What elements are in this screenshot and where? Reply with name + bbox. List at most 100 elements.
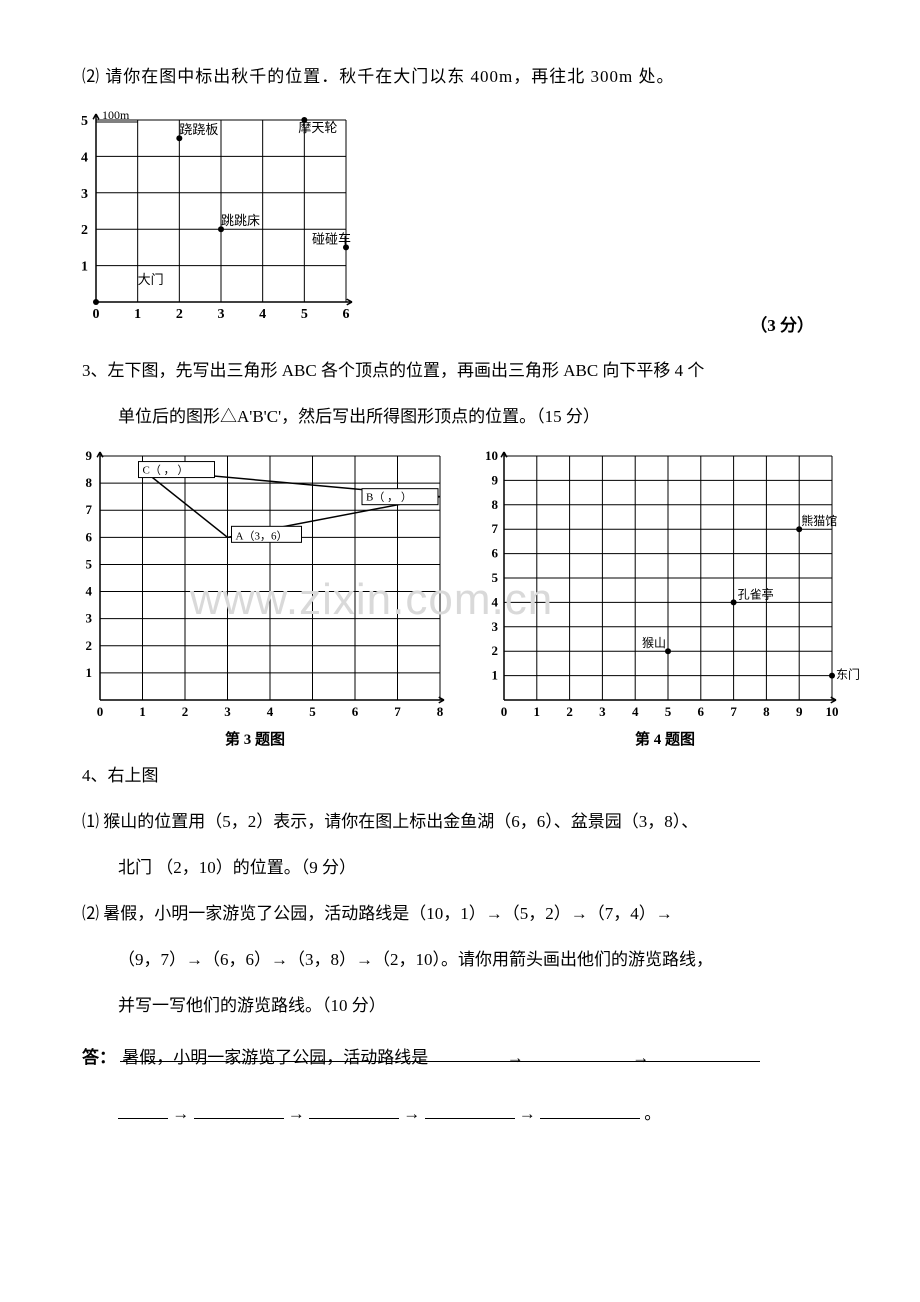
svg-text:10: 10: [826, 704, 839, 719]
svg-text:4: 4: [632, 704, 639, 719]
svg-text:B（ ， ）: B（ ， ）: [366, 491, 412, 504]
svg-text:6: 6: [352, 704, 359, 719]
arrow-4: →: [288, 1104, 305, 1123]
svg-text:2: 2: [86, 638, 93, 653]
svg-text:3: 3: [218, 307, 225, 322]
svg-text:摩天轮: 摩天轮: [298, 120, 337, 135]
svg-text:10: 10: [485, 448, 498, 463]
answer-line1-text: 暑假，小明一家游览了公园，活动路线是: [120, 1048, 428, 1067]
svg-text:8: 8: [763, 704, 770, 719]
q2-text-span: ⑵ 请你在图中标出秋千的位置．秋千在大门以东 400m，再往北 300m 处。: [82, 67, 674, 86]
svg-text:4: 4: [492, 594, 499, 609]
answer-label: 答：: [82, 1048, 116, 1067]
svg-text:6: 6: [343, 307, 350, 322]
svg-text:8: 8: [437, 704, 444, 719]
svg-text:9: 9: [492, 472, 499, 487]
arrow-5: →: [403, 1104, 420, 1123]
answer-line1: 答： 暑假，小明一家游览了公园，活动路线是 → →: [60, 1041, 860, 1075]
svg-text:1: 1: [81, 260, 88, 275]
svg-text:1: 1: [134, 307, 141, 322]
svg-text:A（3，6）: A（3，6）: [236, 529, 288, 542]
chart4: 01234567891012345678910猴山孔雀亭熊猫馆东门: [470, 446, 860, 726]
svg-text:5: 5: [309, 704, 316, 719]
svg-text:1: 1: [86, 665, 93, 680]
answer-blank-2d[interactable]: [425, 1098, 515, 1119]
chart3-caption: 第 3 题图: [225, 728, 285, 749]
svg-text:9: 9: [86, 448, 93, 463]
answer-line2: → → → → 。: [60, 1097, 860, 1131]
svg-text:2: 2: [182, 704, 189, 719]
answer-blank-2e[interactable]: [540, 1098, 640, 1119]
q3-text1: 3、左下图，先写出三角形 ABC 各个顶点的位置，再画出三角形 ABC 向下平移…: [82, 361, 704, 380]
arrow-6: →: [519, 1104, 536, 1123]
svg-text:0: 0: [97, 704, 104, 719]
svg-text:2: 2: [566, 704, 573, 719]
svg-text:6: 6: [698, 704, 705, 719]
svg-text:4: 4: [267, 704, 274, 719]
q2-points: （3 分）: [750, 311, 814, 336]
q4-1b-span: 北门 （2，10）的位置。（9 分）: [118, 858, 356, 877]
answer-blank-2b[interactable]: [194, 1098, 284, 1119]
svg-text:1: 1: [492, 668, 499, 683]
q4-2b: （9，7）→（6，6）→（3，8）→（2，10）。请你用箭头画出他们的游览路线，: [60, 943, 860, 977]
arrow-3: →: [172, 1104, 189, 1123]
page: www.zixin.com.cn ⑵ 请你在图中标出秋千的位置．秋千在大门以东 …: [0, 0, 920, 1203]
svg-text:2: 2: [176, 307, 183, 322]
q2-chart: 100m012345612345跷跷板摩天轮跳跳床碰碰车大门: [60, 106, 360, 326]
q4-2c: 并写一写他们的游览路线。（10 分）: [60, 989, 860, 1023]
q3-text2: 单位后的图形△A'B'C'，然后写出所得图形顶点的位置。（15 分）: [118, 407, 600, 426]
chart3: 012345678123456789A（3，6）B（ ， ）C（ ， ）: [60, 446, 450, 726]
svg-text:8: 8: [86, 475, 93, 490]
svg-text:7: 7: [394, 704, 401, 719]
svg-text:孔雀亭: 孔雀亭: [738, 586, 774, 601]
q4-header: 4、右上图: [60, 759, 860, 793]
svg-text:3: 3: [86, 611, 93, 626]
svg-text:猴山: 猴山: [642, 636, 666, 650]
svg-text:0: 0: [501, 704, 508, 719]
chart4-col: 01234567891012345678910猴山孔雀亭熊猫馆东门 第 4 题图: [470, 446, 860, 749]
answer-blank-2a[interactable]: [118, 1098, 168, 1119]
answer-blank-wrap: 暑假，小明一家游览了公园，活动路线是 → →: [120, 1048, 760, 1067]
svg-text:3: 3: [599, 704, 606, 719]
svg-text:6: 6: [492, 546, 499, 561]
svg-text:2: 2: [492, 643, 499, 658]
svg-text:5: 5: [492, 570, 499, 585]
svg-text:大门: 大门: [138, 272, 164, 287]
svg-text:3: 3: [224, 704, 231, 719]
q4-2c-span: 并写一写他们的游览路线。（10 分）: [118, 996, 386, 1015]
answer-blank-1[interactable]: 暑假，小明一家游览了公园，活动路线是 → →: [120, 1041, 760, 1062]
svg-text:100m: 100m: [102, 108, 130, 122]
q2-chart-wrap: 100m012345612345跷跷板摩天轮跳跳床碰碰车大门: [60, 106, 860, 326]
svg-text:2: 2: [81, 223, 88, 238]
q4-1a: ⑴ 猴山的位置用（5，2）表示，请你在图上标出金鱼湖（6，6）、盆景园（3，8）…: [60, 805, 860, 839]
q2-figure-row: 100m012345612345跷跷板摩天轮跳跳床碰碰车大门 （3 分）: [60, 106, 860, 336]
svg-text:9: 9: [796, 704, 803, 719]
svg-text:东门: 东门: [836, 667, 860, 682]
svg-text:碰碰车: 碰碰车: [312, 231, 351, 246]
svg-text:熊猫馆: 熊猫馆: [801, 513, 837, 528]
svg-text:5: 5: [301, 307, 308, 322]
arrow-1: →: [507, 1048, 524, 1067]
svg-text:4: 4: [259, 307, 266, 322]
arrow-2: →: [632, 1048, 649, 1067]
q3-line2: 单位后的图形△A'B'C'，然后写出所得图形顶点的位置。（15 分）: [60, 400, 860, 434]
q3-line1: 3、左下图，先写出三角形 ABC 各个顶点的位置，再画出三角形 ABC 向下平移…: [60, 354, 860, 388]
svg-text:0: 0: [93, 307, 100, 322]
svg-text:7: 7: [492, 521, 499, 536]
charts-row: 0 1 2 3 4 5 6 7 8 1 2 3 4 5 6 7 8 9 A（3，6） B（ ， ） C（ ， ） 第 3…: [60, 446, 860, 749]
svg-text:1: 1: [139, 704, 146, 719]
svg-text:7: 7: [730, 704, 737, 719]
chart4-caption: 第 4 题图: [635, 728, 695, 749]
svg-text:4: 4: [86, 584, 93, 599]
svg-text:4: 4: [81, 150, 88, 165]
q2-text: ⑵ 请你在图中标出秋千的位置．秋千在大门以东 400m，再往北 300m 处。: [60, 60, 860, 94]
svg-text:1: 1: [534, 704, 541, 719]
q4-1b: 北门 （2，10）的位置。（9 分）: [60, 851, 860, 885]
answer-blank-2c[interactable]: [309, 1098, 399, 1119]
svg-text:8: 8: [492, 497, 499, 512]
chart3-col: 012345678123456789A（3，6）B（ ， ）C（ ， ） 第 3…: [60, 446, 450, 749]
svg-text:3: 3: [492, 619, 499, 634]
svg-text:C（ ， ）: C（ ， ）: [143, 464, 189, 477]
svg-text:跷跷板: 跷跷板: [179, 122, 218, 137]
answer-period: 。: [644, 1104, 661, 1123]
